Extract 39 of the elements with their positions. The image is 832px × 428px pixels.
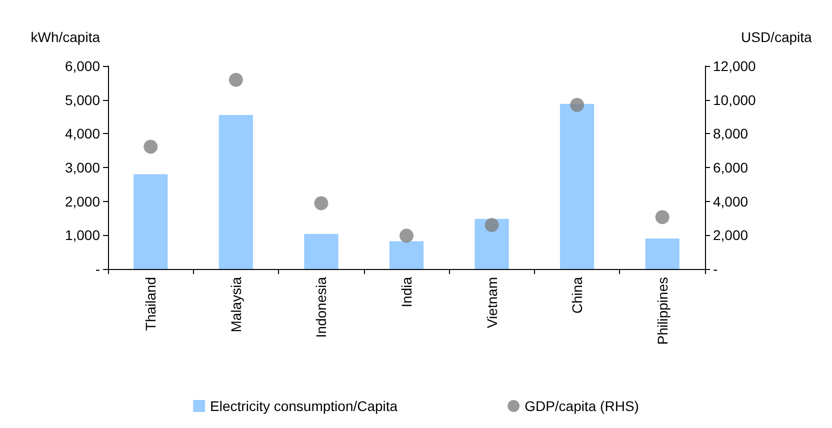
x-tick-label: Malaysia bbox=[228, 276, 244, 332]
y-axis-title: kWh/capita bbox=[30, 29, 100, 45]
x-tick-label: Indonesia bbox=[313, 276, 330, 338]
bar bbox=[474, 218, 509, 269]
y-tick-label: 5,000 bbox=[64, 92, 100, 108]
y-tick-label: 3,000 bbox=[64, 160, 100, 176]
x-tick-label: Thailand bbox=[142, 277, 159, 331]
y-tick-label: 4,000 bbox=[64, 126, 100, 142]
bar bbox=[134, 174, 168, 269]
legend-label: Electricity consumption/Capita bbox=[210, 398, 398, 414]
y-tick-label: - bbox=[95, 261, 100, 277]
y2-tick-label: 6,000 bbox=[713, 160, 748, 176]
bar bbox=[645, 238, 680, 269]
y2-tick-label: 2,000 bbox=[713, 227, 748, 244]
point bbox=[484, 218, 499, 232]
point bbox=[144, 140, 158, 154]
bar bbox=[304, 234, 338, 269]
bar bbox=[218, 115, 253, 269]
bar bbox=[389, 241, 424, 269]
legend-label: GDP/capita (RHS) bbox=[524, 398, 639, 414]
y2-tick-label: 4,000 bbox=[713, 193, 748, 210]
y-tick-label: 1,000 bbox=[64, 227, 100, 244]
bar bbox=[560, 104, 594, 269]
point bbox=[314, 196, 328, 210]
y2-tick-label: 10,000 bbox=[713, 92, 756, 108]
point bbox=[228, 72, 243, 87]
x-tick-label: Philippines bbox=[654, 277, 670, 345]
y-tick-label: 6,000 bbox=[64, 58, 100, 74]
point bbox=[570, 98, 584, 112]
y2-tick-label: - bbox=[713, 261, 718, 277]
point bbox=[400, 228, 414, 243]
x-tick-label: Vietnam bbox=[484, 277, 500, 328]
x-tick-label: China bbox=[569, 276, 586, 314]
y2-tick-label: 8,000 bbox=[713, 126, 748, 142]
point bbox=[655, 210, 670, 224]
y-tick-label: 2,000 bbox=[64, 193, 100, 210]
y2-axis-title: USD/capita bbox=[741, 29, 812, 45]
x-tick-label: India bbox=[398, 276, 414, 308]
y2-tick-label: 12,000 bbox=[713, 58, 756, 74]
